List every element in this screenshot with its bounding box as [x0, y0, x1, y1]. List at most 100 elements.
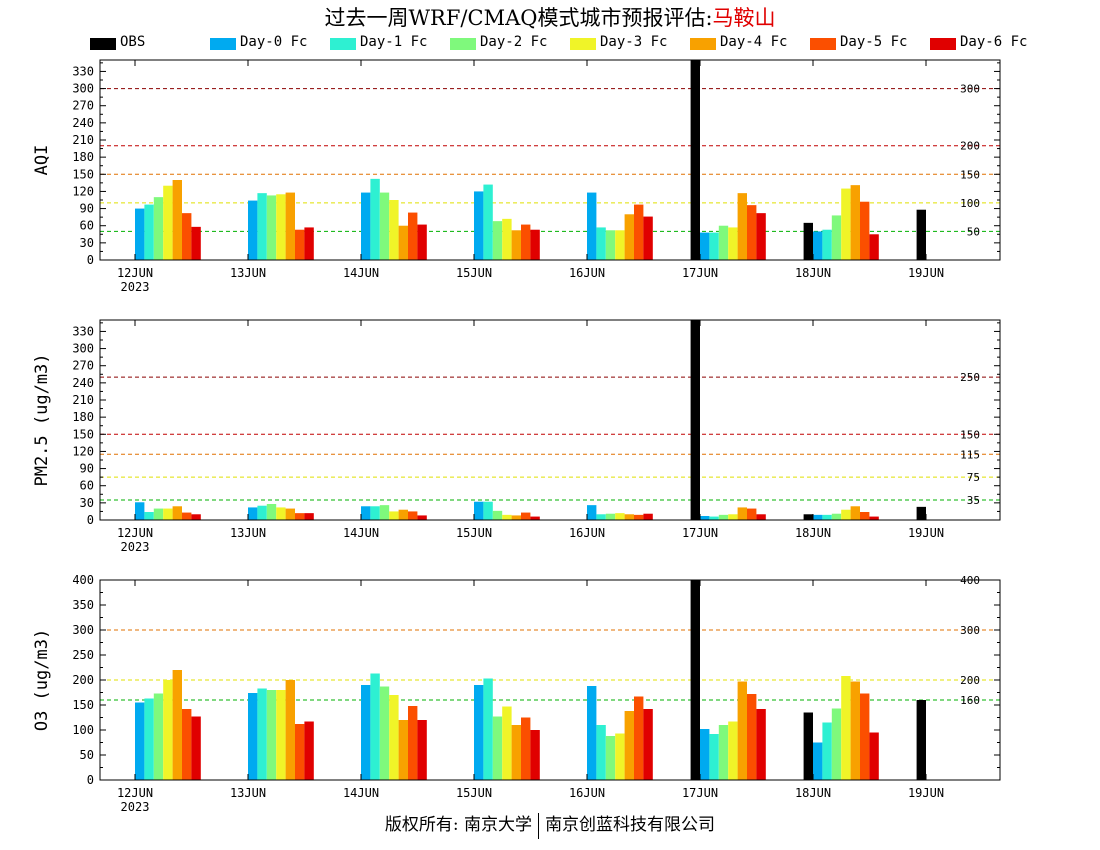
bar — [916, 700, 926, 780]
bar — [379, 192, 390, 260]
x-tick-label: 19JUN — [908, 266, 944, 280]
bar — [860, 201, 870, 260]
legend-label: Day-3 Fc — [600, 34, 668, 50]
bar — [163, 508, 173, 520]
bar — [474, 191, 484, 260]
bar — [172, 506, 182, 520]
y-tick-label: 120 — [72, 184, 94, 198]
bar — [624, 514, 634, 520]
bar — [417, 720, 427, 780]
bar — [916, 209, 926, 260]
bar — [417, 224, 427, 260]
y-tick-label: 90 — [80, 462, 94, 476]
bar — [841, 188, 851, 260]
bar — [153, 197, 164, 260]
bar — [483, 678, 493, 780]
footer-left: 版权所有: 南京大学 — [384, 815, 533, 835]
bar — [182, 512, 192, 520]
x-tick-label: 16JUN — [569, 786, 605, 800]
bar — [737, 681, 747, 780]
bar — [182, 213, 192, 260]
bar — [813, 742, 823, 780]
bar — [144, 698, 154, 780]
x-tick-label: 18JUN — [795, 786, 831, 800]
y-tick-label: 330 — [72, 324, 94, 338]
threshold-label: 50 — [967, 225, 980, 238]
bar — [361, 506, 371, 520]
bar — [605, 230, 616, 260]
bar — [172, 180, 182, 260]
legend-swatch — [690, 38, 716, 50]
y-tick-label: 300 — [72, 342, 94, 356]
x-tick-label: 14JUN — [343, 266, 379, 280]
bar — [266, 690, 277, 780]
y-tick-label: 300 — [72, 623, 94, 637]
bar — [285, 680, 295, 780]
bar — [370, 673, 380, 780]
y-tick-label: 60 — [80, 479, 94, 493]
chart-panel: 250 150 115 75 35 0 30 60 90 120 150 180 210 240 270 30… — [32, 319, 1001, 554]
bar — [266, 504, 277, 520]
bar — [737, 193, 747, 260]
bar — [511, 230, 521, 260]
bar — [605, 736, 616, 780]
chart-title: 过去一周WRF/CMAQ模式城市预报评估:马鞍山 — [0, 2, 1100, 32]
bar — [492, 510, 503, 520]
x-tick-label: 15JUN — [456, 526, 492, 540]
bar — [361, 192, 371, 260]
bar — [153, 508, 164, 520]
legend-swatch — [330, 38, 356, 50]
bar — [587, 192, 597, 260]
y-tick-label: 210 — [72, 133, 94, 147]
threshold-label: 75 — [967, 471, 980, 484]
bar — [709, 734, 719, 780]
bar — [747, 694, 757, 780]
bar — [191, 226, 201, 260]
x-tick-label: 18JUN — [795, 266, 831, 280]
bar — [172, 670, 182, 780]
bar — [700, 232, 710, 260]
y-tick-label: 150 — [72, 698, 94, 712]
plot-frame — [99, 319, 1001, 521]
bar — [502, 514, 512, 520]
y-axis-label: PM2.5 (ug/m3) — [32, 353, 52, 486]
x-tick-label: 17JUN — [682, 526, 718, 540]
footer: 版权所有: 南京大学 南京创蓝科技有限公司 — [0, 810, 1100, 839]
bar — [615, 230, 625, 260]
chart-panel: 300 200 150 100 50 0 30 60 90 120 150 180 210 240 270 3… — [32, 59, 1001, 294]
bar — [521, 717, 531, 780]
bar — [511, 725, 521, 780]
y-tick-label: 270 — [72, 99, 94, 113]
bar — [304, 227, 314, 260]
bar — [370, 506, 380, 520]
y-tick-label: 150 — [72, 427, 94, 441]
bar — [398, 720, 408, 780]
x-year-label: 2023 — [121, 280, 150, 294]
bar — [869, 234, 879, 260]
bar — [361, 685, 371, 780]
bar — [803, 222, 813, 260]
footer-right: 南京创蓝科技有限公司 — [545, 815, 716, 835]
bar — [605, 513, 616, 520]
threshold-label: 150 — [960, 168, 980, 181]
bar — [643, 513, 653, 520]
bar — [916, 506, 926, 520]
footer-separator — [538, 812, 540, 839]
bar — [831, 215, 842, 260]
y-tick-label: 150 — [72, 167, 94, 181]
y-tick-label: 60 — [80, 219, 94, 233]
bar — [709, 232, 719, 260]
legend-label: Day-6 Fc — [960, 34, 1028, 50]
y-axis-label: AQI — [32, 145, 52, 176]
bar — [860, 693, 870, 780]
bar — [587, 686, 597, 780]
bar — [408, 212, 418, 260]
x-tick-label: 13JUN — [230, 786, 266, 800]
x-tick-label: 14JUN — [343, 526, 379, 540]
x-tick-label: 16JUN — [569, 526, 605, 540]
bar — [474, 685, 484, 780]
bar — [379, 505, 390, 520]
bar — [266, 195, 277, 260]
bar — [276, 194, 286, 260]
y-tick-label: 100 — [72, 723, 94, 737]
